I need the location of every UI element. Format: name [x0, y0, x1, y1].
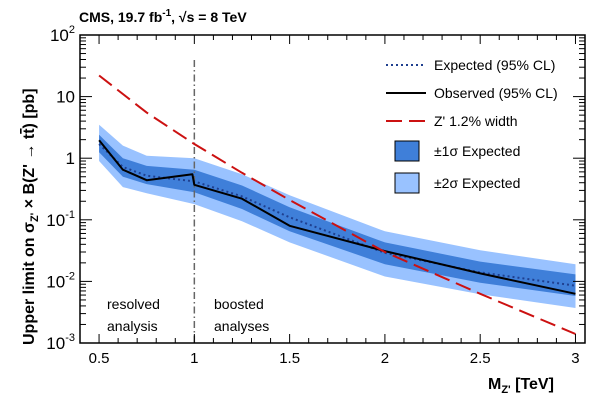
y-tick-mantissa: 10: [50, 26, 69, 45]
y-axis-label: Upper limit on σZ' × B(Z' → tt) [pb]: [21, 88, 41, 345]
legend-entry-label: ±1σ Expected: [434, 143, 520, 159]
y-tick-exponent: 2: [69, 24, 75, 36]
y-tick-mantissa: 10: [46, 211, 65, 230]
boosted-region-label: analyses: [214, 318, 269, 334]
zprime-cross-section-line: [98, 74, 576, 335]
x-tick-label: 3: [571, 350, 579, 367]
expected-limit-line: [98, 143, 576, 287]
y-tick-mantissa: 10: [56, 88, 75, 107]
y-tick-exponent: -1: [65, 209, 75, 221]
y-tick-label: 10-1: [46, 209, 75, 230]
y-tick-mantissa: 1: [66, 149, 75, 168]
x-axis-label: MZ' [TeV]: [488, 376, 554, 394]
resolved-region-label: resolved: [107, 296, 160, 312]
y-tick-exponent: -3: [65, 332, 75, 344]
boosted-region-label: boosted: [214, 296, 264, 312]
x-tick-label: 0.5: [89, 350, 110, 367]
resolved-region-label: analysis: [107, 318, 158, 334]
x-tick-label: 1.5: [279, 350, 300, 367]
x-tick-label: 2.5: [470, 350, 491, 367]
plot-frame: [79, 34, 586, 344]
legend-entry-label: Expected (95% CL): [434, 57, 555, 73]
y-tick-label: 102: [50, 24, 75, 45]
x-tick-label: 1: [190, 350, 198, 367]
experiment-header: CMS, 19.7 fb-1, √s = 8 TeV: [79, 8, 247, 25]
y-tick-label: 10-2: [46, 270, 75, 291]
legend: Expected (95% CL) Observed (95% CL) Z' 1.2…: [386, 57, 558, 194]
plot-content: [98, 60, 576, 343]
y-tick-exponent: -2: [65, 270, 75, 282]
legend-one-sigma-swatch: [394, 140, 420, 162]
y-tick-mantissa: 10: [46, 334, 65, 353]
legend-entry-label: Z' 1.2% width: [434, 113, 518, 129]
y-tick-label: 1: [66, 149, 75, 168]
y-tick-label: 10: [56, 88, 75, 107]
legend-two-sigma-swatch: [394, 172, 420, 194]
x-tick-label: 2: [381, 350, 389, 367]
legend-entry-label: ±2σ Expected: [434, 175, 520, 191]
legend-entry-label: Observed (95% CL): [434, 85, 558, 101]
y-tick-label: 10-3: [46, 332, 75, 353]
plot-area: 0.5 1 1.5 2 2.5 310-310-210-1110102resolvedan…: [46, 24, 586, 367]
observed-limit-line: [98, 139, 576, 295]
y-tick-mantissa: 10: [46, 272, 65, 291]
